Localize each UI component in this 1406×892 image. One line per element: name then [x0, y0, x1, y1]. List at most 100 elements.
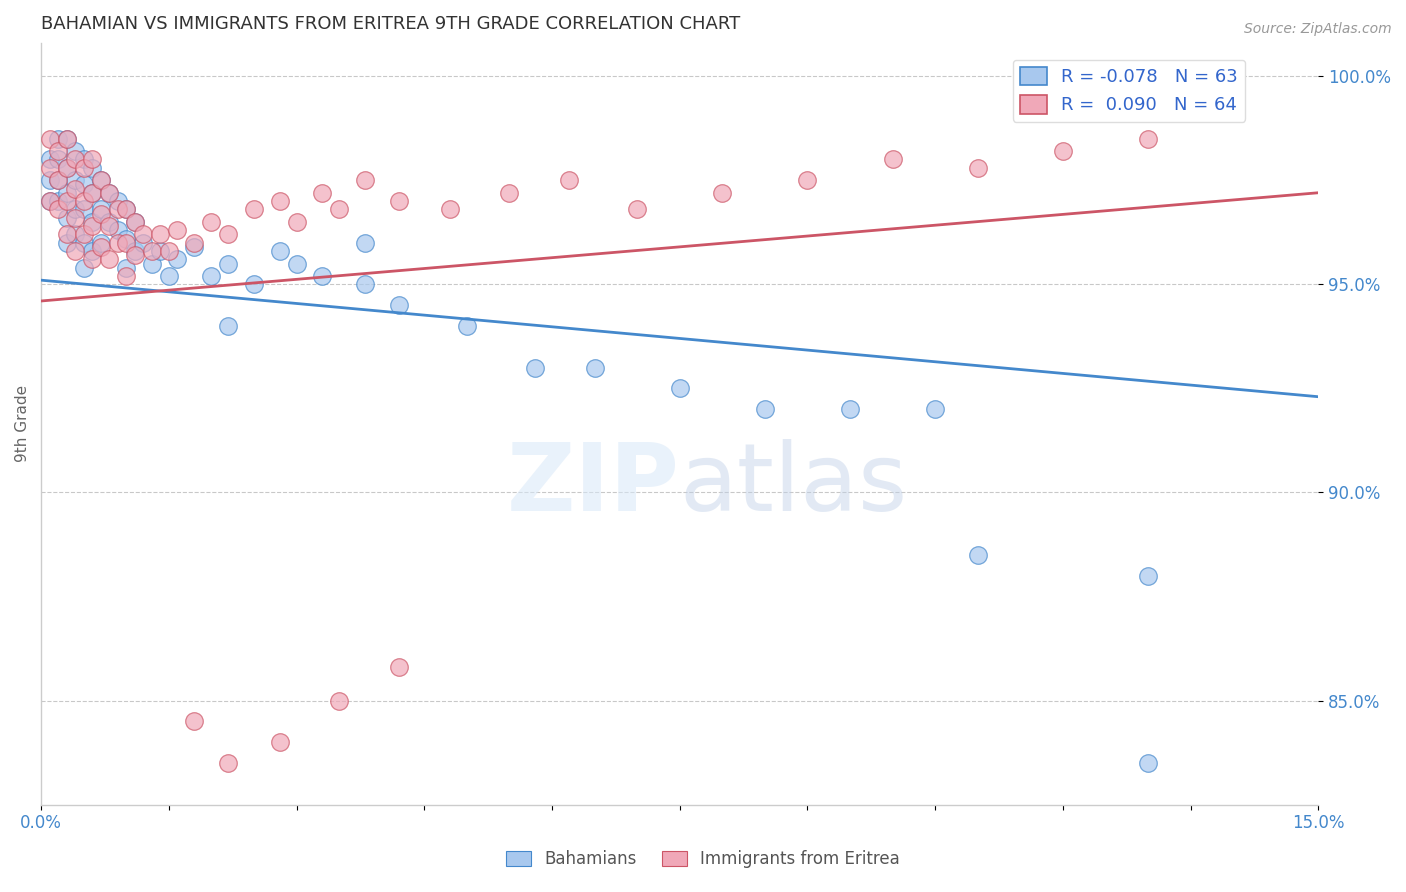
Point	[200, 268, 222, 283]
Point	[46, 202, 69, 217]
Point	[132, 227, 155, 242]
Point	[46, 131, 69, 145]
Point	[107, 202, 129, 217]
Point	[353, 173, 375, 187]
Point	[82, 252, 104, 267]
Point	[124, 248, 146, 262]
Point	[311, 268, 333, 283]
Point	[388, 660, 411, 674]
Point	[157, 244, 180, 258]
Point	[90, 206, 112, 220]
Point	[73, 235, 96, 250]
Point	[388, 194, 411, 208]
Point	[38, 153, 60, 167]
Point	[141, 256, 163, 270]
Point	[73, 202, 96, 217]
Point	[63, 153, 86, 167]
Point	[63, 173, 86, 187]
Point	[217, 756, 239, 770]
Point	[98, 219, 121, 233]
Point	[124, 244, 146, 258]
Point	[98, 186, 121, 200]
Point	[456, 318, 478, 333]
Point	[217, 256, 239, 270]
Point	[38, 194, 60, 208]
Point	[98, 215, 121, 229]
Point	[796, 173, 818, 187]
Point	[115, 268, 138, 283]
Point	[124, 215, 146, 229]
Point	[668, 381, 690, 395]
Point	[82, 219, 104, 233]
Point	[217, 318, 239, 333]
Point	[626, 202, 648, 217]
Point	[46, 194, 69, 208]
Point	[90, 173, 112, 187]
Point	[966, 548, 988, 562]
Point	[90, 240, 112, 254]
Point	[55, 131, 77, 145]
Point	[149, 227, 172, 242]
Point	[90, 202, 112, 217]
Point	[55, 186, 77, 200]
Point	[157, 268, 180, 283]
Point	[63, 181, 86, 195]
Point	[46, 173, 69, 187]
Legend: R = -0.078   N = 63, R =  0.090   N = 64: R = -0.078 N = 63, R = 0.090 N = 64	[1012, 60, 1246, 121]
Point	[55, 235, 77, 250]
Point	[115, 202, 138, 217]
Point	[1136, 568, 1159, 582]
Point	[82, 215, 104, 229]
Point	[90, 173, 112, 187]
Point	[63, 227, 86, 242]
Point	[882, 153, 904, 167]
Point	[1136, 131, 1159, 145]
Point	[149, 244, 172, 258]
Point	[38, 161, 60, 175]
Point	[311, 186, 333, 200]
Point	[269, 735, 291, 749]
Text: Source: ZipAtlas.com: Source: ZipAtlas.com	[1244, 22, 1392, 37]
Point	[107, 235, 129, 250]
Point	[55, 194, 77, 208]
Point	[98, 186, 121, 200]
Point	[183, 714, 205, 729]
Point	[38, 131, 60, 145]
Point	[200, 215, 222, 229]
Point	[73, 178, 96, 192]
Point	[285, 256, 308, 270]
Point	[82, 186, 104, 200]
Point	[1136, 756, 1159, 770]
Point	[711, 186, 734, 200]
Point	[73, 153, 96, 167]
Point	[73, 227, 96, 242]
Point	[38, 173, 60, 187]
Point	[498, 186, 520, 200]
Point	[966, 161, 988, 175]
Point	[558, 173, 581, 187]
Point	[217, 227, 239, 242]
Legend: Bahamians, Immigrants from Eritrea: Bahamians, Immigrants from Eritrea	[499, 844, 907, 875]
Point	[523, 360, 546, 375]
Point	[583, 360, 606, 375]
Point	[46, 173, 69, 187]
Point	[353, 235, 375, 250]
Point	[353, 277, 375, 292]
Point	[839, 402, 862, 417]
Point	[183, 235, 205, 250]
Text: BAHAMIAN VS IMMIGRANTS FROM ERITREA 9TH GRADE CORRELATION CHART: BAHAMIAN VS IMMIGRANTS FROM ERITREA 9TH …	[41, 15, 741, 33]
Point	[328, 202, 350, 217]
Point	[55, 131, 77, 145]
Point	[73, 194, 96, 208]
Text: atlas: atlas	[679, 439, 908, 531]
Point	[124, 215, 146, 229]
Point	[63, 244, 86, 258]
Point	[115, 202, 138, 217]
Point	[141, 244, 163, 258]
Point	[46, 144, 69, 158]
Point	[132, 235, 155, 250]
Point	[388, 298, 411, 312]
Point	[63, 211, 86, 225]
Point	[55, 227, 77, 242]
Point	[82, 244, 104, 258]
